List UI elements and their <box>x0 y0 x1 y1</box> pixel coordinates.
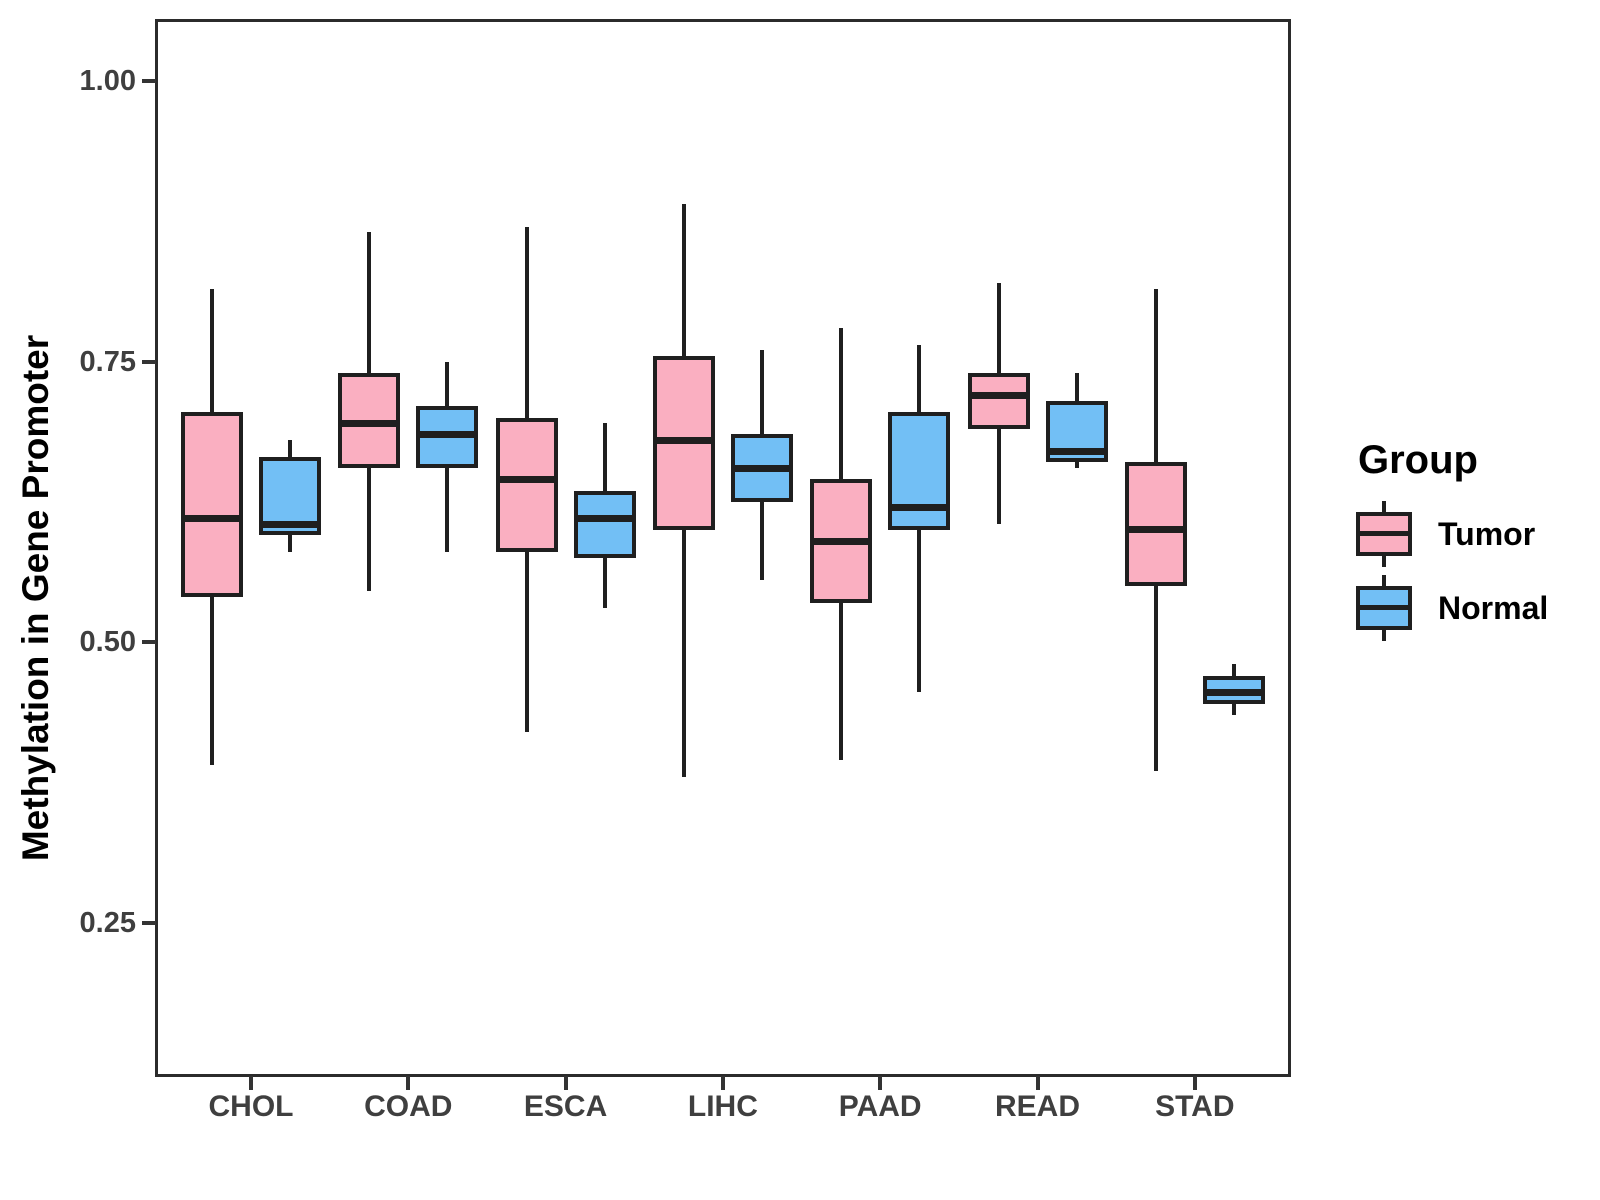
whisker-upper-normal-READ <box>1074 372 1079 401</box>
boxplot-key-icon <box>1356 501 1412 567</box>
x-axis-tick <box>1192 1076 1197 1090</box>
median-normal-COAD <box>416 430 479 438</box>
median-tumor-READ <box>967 391 1030 399</box>
whisker-lower-tumor-PAAD <box>839 602 844 760</box>
box-normal-PAAD <box>888 411 951 530</box>
whisker-lower-tumor-CHOL <box>210 597 214 766</box>
whisker-lower-normal-LIHC <box>759 501 764 581</box>
key-whisker-bottom <box>1382 556 1386 567</box>
y-tick-label: 1.00 <box>79 65 136 97</box>
legend-item-normal: Normal <box>1328 573 1600 643</box>
y-axis-title: Methylation in Gene Promoter <box>15 334 56 862</box>
median-tumor-STAD <box>1124 526 1187 534</box>
whisker-upper-tumor-READ <box>996 282 1001 373</box>
x-axis-tick <box>563 1076 568 1090</box>
whisker-lower-tumor-COAD <box>367 468 372 592</box>
whisker-upper-tumor-CHOL <box>210 288 214 412</box>
whisker-lower-normal-PAAD <box>917 529 922 693</box>
whisker-upper-tumor-PAAD <box>839 327 844 480</box>
legend-title: Group <box>1358 438 1478 482</box>
x-tick-label: COAD <box>364 1090 453 1123</box>
key-whisker-top <box>1382 575 1386 586</box>
plot-panel <box>155 19 1291 1077</box>
whisker-lower-tumor-LIHC <box>681 529 686 777</box>
median-normal-ESCA <box>573 515 636 523</box>
x-tick-label: STAD <box>1155 1090 1235 1123</box>
whisker-upper-normal-CHOL <box>288 440 292 457</box>
legend-label-normal: Normal <box>1438 589 1549 626</box>
whisker-lower-tumor-READ <box>996 428 1001 525</box>
median-normal-PAAD <box>888 503 951 511</box>
whisker-upper-normal-COAD <box>445 361 450 407</box>
y-axis-tick <box>142 359 156 364</box>
whisker-lower-normal-ESCA <box>602 557 607 609</box>
whisker-lower-normal-CHOL <box>288 535 292 553</box>
y-tick-label: 0.50 <box>79 626 136 658</box>
whisker-lower-tumor-ESCA <box>524 552 529 732</box>
x-axis-tick <box>1035 1076 1040 1090</box>
box-tumor-ESCA <box>495 417 558 553</box>
whisker-lower-normal-READ <box>1074 462 1079 469</box>
whisker-upper-tumor-COAD <box>367 232 372 373</box>
whisker-upper-tumor-ESCA <box>524 226 529 418</box>
y-axis-tick <box>142 640 156 644</box>
key-median <box>1356 531 1412 536</box>
median-normal-READ <box>1045 447 1108 455</box>
key-whisker-top <box>1382 501 1386 512</box>
legend-label-tumor: Tumor <box>1438 515 1536 552</box>
whisker-upper-normal-PAAD <box>917 344 922 412</box>
x-axis-tick <box>406 1076 411 1090</box>
median-normal-STAD <box>1202 688 1265 696</box>
x-axis-tick <box>249 1076 253 1090</box>
y-axis-tick <box>142 79 156 83</box>
x-tick-label: CHOL <box>208 1090 294 1123</box>
whisker-upper-normal-LIHC <box>759 350 764 435</box>
median-normal-LIHC <box>730 464 793 472</box>
whisker-upper-tumor-LIHC <box>681 204 686 356</box>
median-tumor-CHOL <box>181 515 243 523</box>
median-tumor-ESCA <box>495 475 558 483</box>
box-tumor-CHOL <box>181 411 243 598</box>
x-tick-label: ESCA <box>523 1090 608 1123</box>
median-normal-CHOL <box>259 520 321 528</box>
median-tumor-LIHC <box>652 436 715 444</box>
x-axis-tick <box>720 1076 725 1090</box>
whisker-lower-normal-STAD <box>1231 703 1236 715</box>
box-tumor-STAD <box>1124 462 1187 586</box>
median-tumor-PAAD <box>810 537 873 545</box>
box-tumor-READ <box>967 372 1030 429</box>
y-tick-label: 0.25 <box>79 906 136 939</box>
legend-item-tumor: Tumor <box>1328 499 1600 569</box>
x-axis-tick <box>878 1076 883 1090</box>
key-whisker-bottom <box>1382 630 1386 641</box>
x-tick-label: LIHC <box>687 1090 758 1123</box>
boxplot-key-icon <box>1356 575 1412 641</box>
whisker-lower-normal-COAD <box>445 468 450 553</box>
whisker-upper-normal-ESCA <box>602 423 607 491</box>
y-axis-tick <box>142 920 156 925</box>
legend: Group Tumor Normal <box>1328 438 1600 647</box>
median-tumor-COAD <box>338 419 401 427</box>
key-median <box>1356 605 1412 610</box>
whisker-upper-normal-STAD <box>1231 664 1236 676</box>
box-normal-ESCA <box>573 490 636 558</box>
y-tick-label: 0.75 <box>79 345 136 378</box>
whisker-lower-tumor-STAD <box>1153 585 1158 772</box>
whisker-upper-tumor-STAD <box>1153 288 1158 463</box>
x-tick-label: READ <box>994 1090 1080 1123</box>
x-tick-label: PAAD <box>838 1090 922 1123</box>
